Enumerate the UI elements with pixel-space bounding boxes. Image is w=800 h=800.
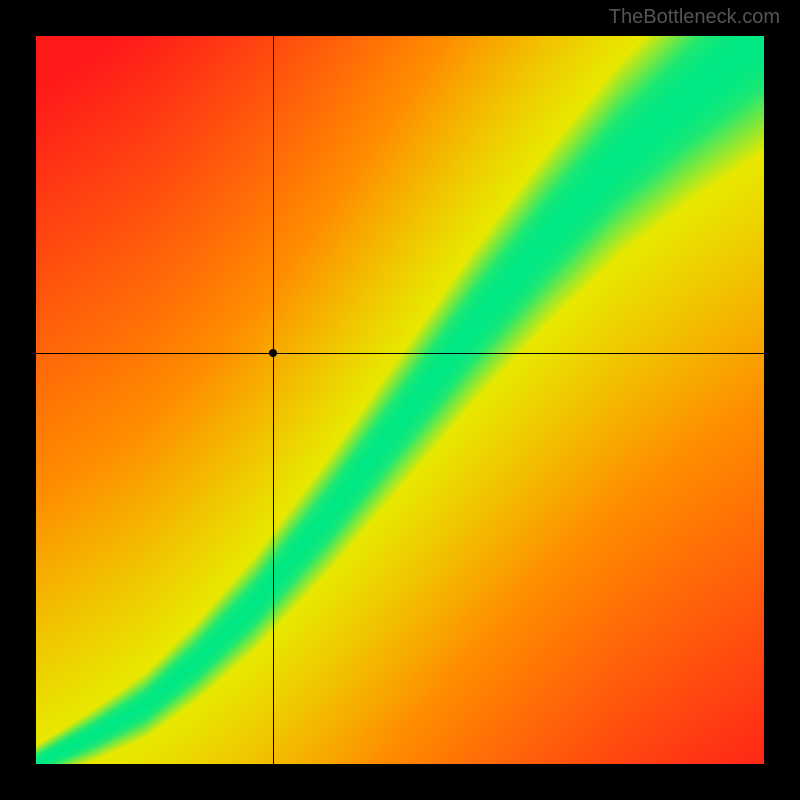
crosshair-marker [269, 349, 277, 357]
chart-container: TheBottleneck.com [0, 0, 800, 800]
plot-area [36, 36, 764, 764]
crosshair-horizontal [36, 353, 764, 354]
heatmap-canvas [36, 36, 764, 764]
crosshair-vertical [273, 36, 274, 764]
watermark-text: TheBottleneck.com [609, 6, 780, 29]
